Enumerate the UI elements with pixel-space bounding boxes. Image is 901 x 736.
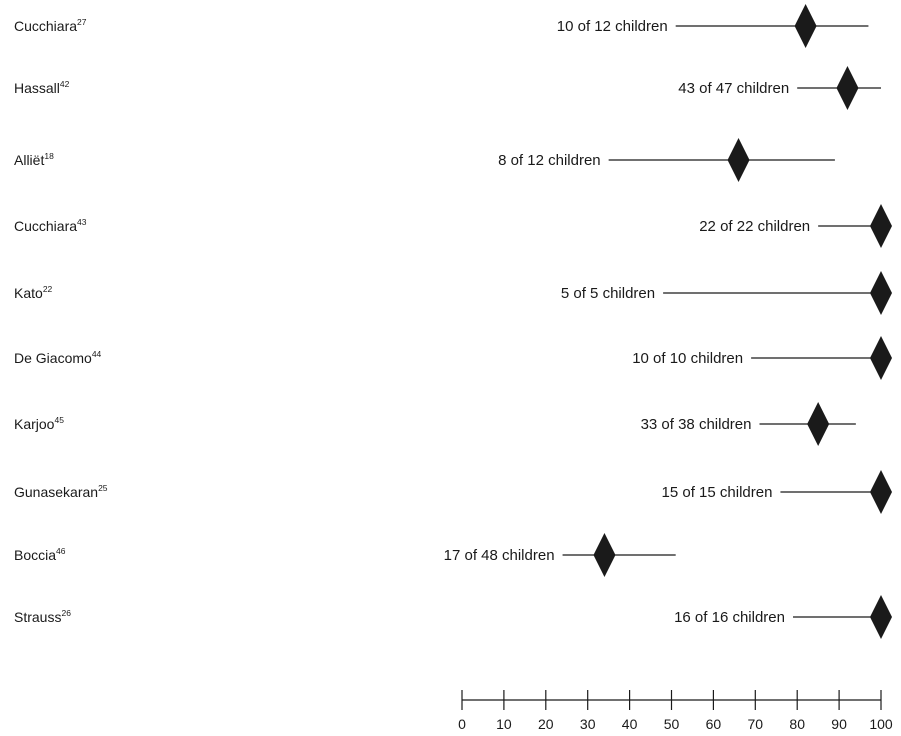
study-author: Alliët bbox=[14, 152, 44, 168]
count-label: 10 of 10 children bbox=[632, 350, 743, 367]
study-name: Karjoo45 bbox=[14, 415, 64, 432]
study-name: Gunasekaran25 bbox=[14, 483, 108, 500]
tick-label: 20 bbox=[538, 716, 554, 732]
tick-label: 30 bbox=[580, 716, 596, 732]
study-author: De Giacomo bbox=[14, 350, 92, 366]
study-row: Boccia46 17 of 48 children bbox=[14, 533, 676, 577]
tick-label: 70 bbox=[748, 716, 764, 732]
estimate-marker bbox=[727, 138, 750, 182]
study-reference: 46 bbox=[56, 546, 66, 556]
study-reference: 18 bbox=[44, 151, 54, 161]
estimate-marker bbox=[870, 470, 892, 514]
count-label: 22 of 22 children bbox=[699, 218, 810, 235]
study-reference: 22 bbox=[43, 284, 53, 294]
count-label: 16 of 16 children bbox=[674, 609, 785, 626]
study-name: Boccia46 bbox=[14, 546, 66, 563]
study-row: De Giacomo44 10 of 10 children bbox=[14, 336, 892, 380]
study-name: Alliët18 bbox=[14, 151, 54, 168]
study-name: Strauss26 bbox=[14, 608, 71, 625]
study-author: Strauss bbox=[14, 609, 61, 625]
tick-label: 90 bbox=[831, 716, 847, 732]
study-row: Cucchiara27 10 of 12 children bbox=[14, 4, 869, 48]
study-reference: 45 bbox=[54, 415, 64, 425]
estimate-marker bbox=[593, 533, 616, 577]
study-author: Gunasekaran bbox=[14, 484, 98, 500]
study-author: Kato bbox=[14, 285, 43, 301]
study-name: Cucchiara43 bbox=[14, 217, 87, 234]
study-author: Hassall bbox=[14, 80, 60, 96]
tick-label: 80 bbox=[789, 716, 805, 732]
tick-label: 50 bbox=[664, 716, 680, 732]
study-author: Cucchiara bbox=[14, 18, 77, 34]
study-name: Cucchiara27 bbox=[14, 17, 87, 34]
estimate-marker bbox=[794, 4, 817, 48]
count-label: 5 of 5 children bbox=[561, 285, 655, 302]
estimate-marker bbox=[870, 204, 892, 248]
study-author: Boccia bbox=[14, 547, 56, 563]
study-name: Kato22 bbox=[14, 284, 53, 301]
count-label: 8 of 12 children bbox=[498, 152, 601, 169]
study-reference: 25 bbox=[98, 483, 108, 493]
study-name: De Giacomo44 bbox=[14, 349, 102, 366]
study-row: Strauss26 16 of 16 children bbox=[14, 595, 892, 639]
estimate-marker bbox=[870, 271, 892, 315]
study-reference: 43 bbox=[77, 217, 87, 227]
study-reference: 27 bbox=[77, 17, 87, 27]
count-label: 17 of 48 children bbox=[444, 547, 555, 564]
estimate-marker bbox=[870, 336, 892, 380]
count-label: 10 of 12 children bbox=[557, 18, 668, 35]
tick-label: 100 bbox=[869, 716, 893, 732]
study-name: Hassall42 bbox=[14, 79, 70, 96]
study-reference: 42 bbox=[60, 79, 70, 89]
x-axis: 0 10 20 30 40 50 60 70 80 90 100 bbox=[458, 690, 893, 732]
estimate-marker bbox=[807, 402, 830, 446]
tick-label: 40 bbox=[622, 716, 638, 732]
study-author: Cucchiara bbox=[14, 218, 77, 234]
count-label: 33 of 38 children bbox=[641, 416, 752, 433]
study-row: Cucchiara43 22 of 22 children bbox=[14, 204, 892, 248]
study-row: Kato22 5 of 5 children bbox=[14, 271, 892, 315]
estimate-marker bbox=[870, 595, 892, 639]
study-row: Karjoo45 33 of 38 children bbox=[14, 402, 856, 446]
count-label: 43 of 47 children bbox=[678, 80, 789, 97]
count-label: 15 of 15 children bbox=[662, 484, 773, 501]
study-reference: 44 bbox=[92, 349, 102, 359]
estimate-marker bbox=[836, 66, 859, 110]
study-reference: 26 bbox=[61, 608, 71, 618]
tick-label: 10 bbox=[496, 716, 512, 732]
tick-label: 0 bbox=[458, 716, 466, 732]
study-row: Hassall42 43 of 47 children bbox=[14, 66, 881, 110]
tick-label: 60 bbox=[706, 716, 722, 732]
study-author: Karjoo bbox=[14, 416, 55, 432]
study-row: Gunasekaran25 15 of 15 children bbox=[14, 470, 892, 514]
study-row: Alliët18 8 of 12 children bbox=[14, 138, 835, 182]
